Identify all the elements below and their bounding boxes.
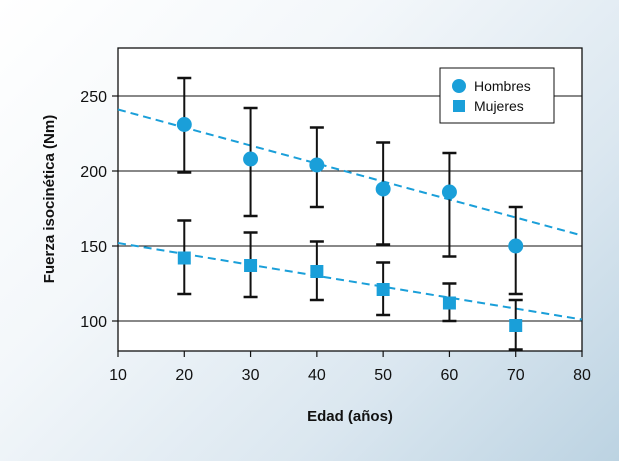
legend-label-hombres: Hombres [474, 78, 531, 94]
legend-box [439, 67, 555, 124]
point-mujeres-40 [310, 265, 324, 278]
point-mujeres-30 [244, 259, 258, 272]
trend-line-hombres [117, 108, 583, 237]
x-tick-label-20: 20 [175, 367, 193, 384]
y-tick-label-250: 250 [80, 89, 107, 106]
y-axis-title: Fuerza isocinética (Nm) [41, 115, 58, 283]
point-mujeres-70 [509, 319, 523, 332]
x-axis-ticks: 10 20 30 40 50 60 70 80 [109, 351, 591, 384]
x-tick-label-40: 40 [308, 367, 326, 384]
y-axis-ticks: 100 150 200 250 [80, 89, 118, 331]
legend-label-mujeres: Mujeres [474, 98, 524, 114]
point-mujeres-60 [442, 296, 456, 310]
legend-marker-mujeres [453, 100, 465, 112]
x-tick-label-80: 80 [573, 367, 591, 384]
point-hombres-20 [176, 117, 192, 132]
point-hombres-40 [309, 157, 325, 173]
point-hombres-60 [441, 184, 457, 200]
gridlines [118, 95, 582, 322]
trend-line-mujeres [117, 242, 583, 321]
y-tick-label-100: 100 [80, 314, 107, 331]
point-mujeres-50 [376, 283, 390, 296]
y-tick-label-150: 150 [80, 239, 107, 256]
x-tick-label-60: 60 [441, 367, 459, 384]
y-tick-label-200: 200 [80, 164, 107, 181]
point-mujeres-20 [177, 251, 191, 265]
x-tick-label-10: 10 [109, 367, 127, 384]
x-tick-label-50: 50 [374, 367, 392, 384]
data-points [176, 117, 524, 332]
x-tick-label-70: 70 [507, 367, 525, 384]
x-axis-title: Edad (años) [307, 408, 393, 425]
legend: Hombres Mujeres [439, 67, 555, 124]
point-hombres-50 [375, 181, 391, 197]
point-hombres-30 [243, 151, 259, 167]
x-tick-label-30: 30 [242, 367, 260, 384]
trend-lines [117, 108, 583, 321]
point-hombres-70 [508, 238, 524, 254]
legend-marker-hombres [452, 79, 466, 93]
